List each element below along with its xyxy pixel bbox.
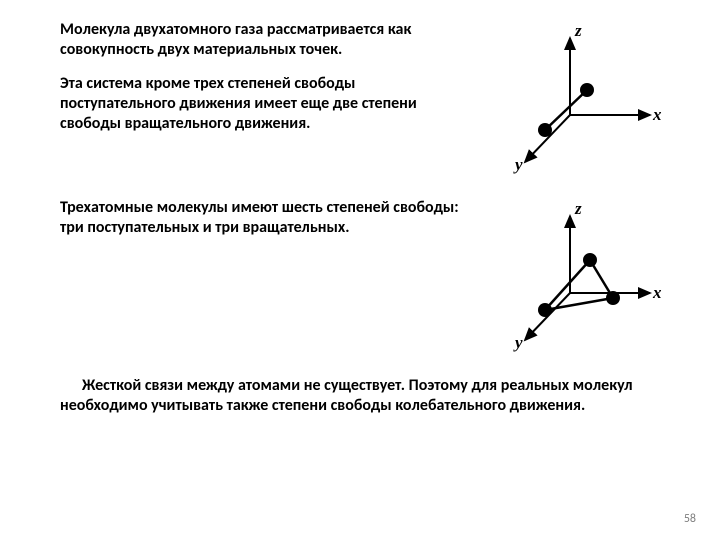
svg-text:z: z bbox=[574, 199, 582, 218]
para-bottom: Жесткой связи между атомами не существуе… bbox=[60, 376, 633, 415]
svg-text:x: x bbox=[652, 283, 662, 302]
section-diatomic: Молекула двухатомного газа рассматривает… bbox=[60, 20, 672, 180]
triatomic-axes-diagram: z x y bbox=[485, 198, 670, 358]
diatomic-diagram-col: z x y bbox=[482, 20, 672, 180]
diatomic-axes-diagram: z x y bbox=[485, 20, 670, 180]
para-triatomic: Трехатомные молекулы имеют шесть степене… bbox=[60, 198, 472, 238]
para-bottom-wrap: Жесткой связи между атомами не существуе… bbox=[60, 376, 672, 416]
para-diatomic-2: Эта система кроме трех степеней свободы … bbox=[60, 74, 472, 134]
triatomic-diagram-col: z x y bbox=[482, 198, 672, 358]
svg-text:z: z bbox=[574, 21, 582, 40]
svg-text:x: x bbox=[652, 105, 662, 124]
svg-text:y: y bbox=[513, 333, 523, 352]
para-diatomic-1: Молекула двухатомного газа рассматривает… bbox=[60, 20, 472, 60]
page: Молекула двухатомного газа рассматривает… bbox=[0, 0, 720, 540]
diatomic-text-col: Молекула двухатомного газа рассматривает… bbox=[60, 20, 482, 148]
section-triatomic: Трехатомные молекулы имеют шесть степене… bbox=[60, 198, 672, 358]
svg-text:y: y bbox=[513, 155, 523, 174]
page-number: 58 bbox=[684, 512, 696, 526]
triatomic-text-col: Трехатомные молекулы имеют шесть степене… bbox=[60, 198, 482, 252]
